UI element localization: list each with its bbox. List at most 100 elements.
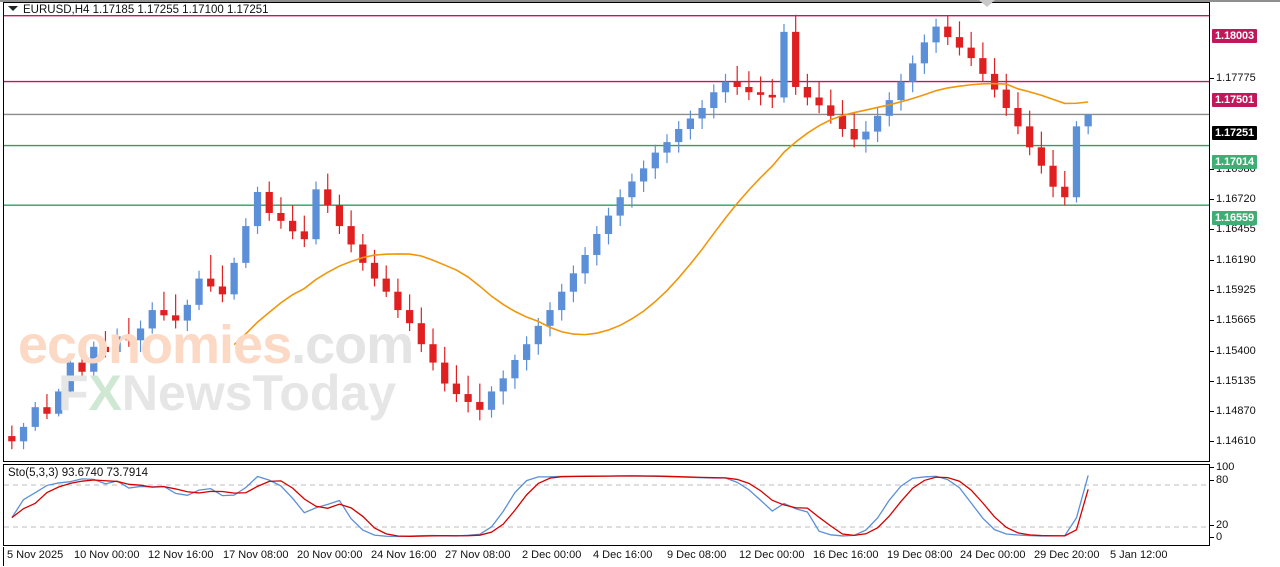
candle-body — [721, 81, 730, 93]
price-tick: 1.17775 — [1210, 72, 1256, 84]
candle-body — [628, 181, 636, 198]
price-badge-current-price[interactable]: 1.17251 — [1212, 126, 1258, 140]
stochastic-tick: 20 — [1210, 519, 1228, 531]
price-tick-label: 1.15665 — [1216, 314, 1256, 326]
candle-body — [546, 310, 554, 326]
candle-body — [616, 197, 624, 216]
candle-body — [815, 97, 823, 106]
candle-body — [710, 92, 718, 108]
price-tick: 1.15135 — [1210, 375, 1256, 387]
price-tick: 1.14610 — [1210, 435, 1256, 447]
candle-body — [429, 344, 437, 363]
candle-body — [581, 254, 589, 274]
price-tick-label: 1.16190 — [1216, 254, 1256, 266]
candle-body — [218, 286, 227, 295]
candle-body — [464, 394, 472, 402]
candle-body — [698, 107, 706, 119]
stochastic-tick-label: 20 — [1216, 519, 1229, 531]
candle-body — [792, 31, 800, 87]
price-tick: 1.15400 — [1210, 345, 1256, 357]
time-axis-label: 19 Dec 08:00 — [887, 549, 953, 561]
price-tick: 1.15925 — [1210, 284, 1256, 296]
time-axis-label: 5 Nov 2025 — [7, 549, 64, 561]
time-axis[interactable]: 5 Nov 2025 10 Nov 00:00 12 Nov 16:00 17 Nov… — [3, 547, 1210, 566]
price-tick: 1.16455 — [1210, 223, 1256, 235]
candle-body — [558, 291, 566, 311]
candle-body — [125, 336, 133, 341]
candle-body — [172, 315, 180, 321]
candle-body — [242, 226, 250, 263]
candle-body — [593, 233, 601, 255]
price-badge-resistance[interactable]: 1.18003 — [1212, 29, 1258, 43]
chevron-down-icon[interactable] — [8, 6, 18, 12]
price-badge-support[interactable]: 1.17014 — [1212, 155, 1258, 169]
stochastic-scale: 100 80 20 0 — [1210, 461, 1280, 546]
candle-body — [522, 344, 531, 360]
price-tick-label: 1.14870 — [1216, 405, 1256, 417]
price-badge-resistance[interactable]: 1.17501 — [1212, 93, 1258, 107]
candle-body — [441, 362, 449, 384]
candle-body — [335, 205, 344, 227]
candle-body — [990, 73, 999, 90]
candle-body — [1084, 114, 1092, 127]
symbol-info-bar[interactable]: EURUSD,H4 1.17185 1.17255 1.17100 1.1725… — [8, 4, 269, 16]
candle-body — [101, 346, 110, 353]
candle-body — [604, 215, 613, 234]
time-axis-label: 24 Dec 00:00 — [960, 549, 1026, 561]
candle-body — [148, 310, 156, 329]
time-axis-label: 12 Dec 00:00 — [739, 549, 805, 561]
candle-body — [207, 278, 215, 287]
candle-body — [827, 105, 835, 116]
candle-body — [768, 94, 776, 98]
stochastic-indicator-pane[interactable] — [3, 464, 1210, 546]
candle-body — [66, 362, 74, 392]
candle-body — [55, 391, 63, 414]
candle-body — [417, 323, 425, 345]
price-chart-pane[interactable] — [3, 2, 1210, 462]
time-axis-label: 12 Nov 16:00 — [148, 549, 214, 561]
candle-body — [347, 226, 355, 245]
candle-body — [733, 81, 741, 87]
candle-body — [487, 391, 496, 410]
candle-body — [19, 426, 28, 442]
candle-body — [370, 262, 379, 279]
candle-body — [312, 189, 320, 240]
stochastic-canvas — [4, 475, 1209, 538]
price-scale[interactable]: 1.17775 1.16980 1.16720 1.16455 1.16190 1.159… — [1210, 2, 1280, 462]
candle-body — [265, 191, 273, 213]
candle-body — [639, 168, 648, 182]
price-tick-label: 1.17775 — [1216, 72, 1256, 84]
stochastic-tick-label: 80 — [1216, 474, 1229, 486]
candle-body — [745, 86, 753, 93]
candle-body — [43, 407, 51, 414]
price-tick-label: 1.15135 — [1216, 375, 1256, 387]
candle-body — [253, 191, 262, 227]
stochastic-tick-label: 100 — [1216, 461, 1235, 473]
candle-body — [511, 359, 519, 379]
candle-body — [230, 262, 238, 295]
stochastic-d-line — [11, 475, 1089, 537]
time-axis-label: 5 Jan 12:00 — [1110, 549, 1168, 561]
candle-body — [277, 212, 285, 221]
candle-body — [686, 118, 695, 129]
candle-body — [136, 328, 145, 341]
candle-body — [31, 407, 39, 427]
stochastic-tick: 0 — [1210, 531, 1222, 543]
time-axis-label: 20 Nov 00:00 — [297, 549, 363, 561]
candle-body — [405, 310, 414, 324]
price-tick-label: 1.16455 — [1216, 223, 1256, 235]
chart-position-marker-icon[interactable] — [979, 0, 995, 7]
candle-body — [195, 278, 203, 305]
time-axis-label: 17 Nov 08:00 — [223, 549, 289, 561]
stochastic-label: Sto(5,3,3) 93.6740 73.7914 — [8, 467, 149, 479]
candle-body — [359, 244, 367, 263]
candle-body — [1072, 126, 1081, 198]
price-tick-label: 1.14610 — [1216, 435, 1256, 447]
price-badge-support[interactable]: 1.16559 — [1212, 211, 1258, 225]
candle-body — [476, 401, 484, 410]
candle-body — [8, 436, 16, 442]
time-axis-label: 29 Dec 20:00 — [1034, 549, 1100, 561]
price-tick: 1.16190 — [1210, 254, 1256, 266]
symbol-ohlc-text: EURUSD,H4 1.17185 1.17255 1.17100 1.1725… — [23, 4, 269, 16]
time-axis-label: 9 Dec 08:00 — [667, 549, 727, 561]
